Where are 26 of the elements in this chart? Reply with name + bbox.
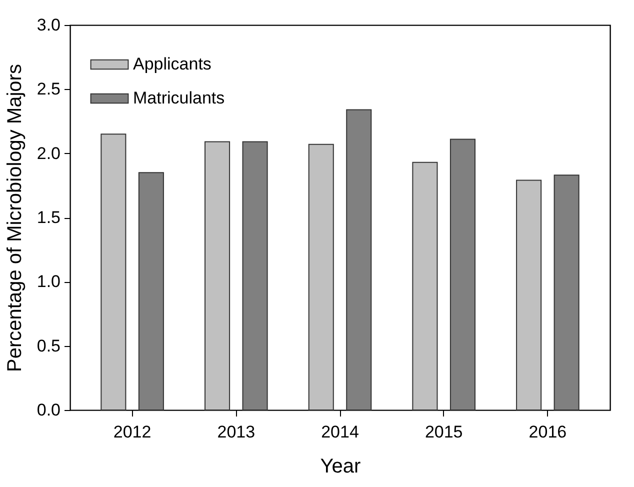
x-tick-label: 2014 [321, 422, 359, 442]
y-tick-label: 0.5 [36, 336, 60, 356]
y-tick-label: 1.5 [36, 208, 60, 227]
bar [100, 134, 126, 410]
y-tick-label: 2.5 [36, 80, 60, 99]
legend-label: Applicants [133, 54, 212, 74]
bar [516, 180, 542, 410]
bar [412, 162, 438, 410]
x-tick-label: 2012 [113, 422, 152, 442]
y-tick-label: 3.0 [36, 16, 60, 34]
x-tick-label: 2013 [217, 422, 256, 442]
bar [346, 109, 372, 410]
x-tick-label: 2016 [528, 422, 567, 442]
y-tick-label: 0.0 [36, 400, 60, 420]
y-axis-title: Percentage of Microbiology Majors [4, 64, 26, 372]
bar [204, 141, 230, 410]
x-tick-label: 2015 [424, 422, 463, 442]
y-tick-label: 2.0 [36, 144, 60, 163]
bar [138, 172, 164, 410]
y-tick-label: 1.0 [36, 272, 60, 292]
bar [242, 141, 268, 410]
bar [554, 174, 580, 410]
x-axis-title: Year [320, 456, 362, 478]
bar [450, 138, 476, 410]
bar [308, 144, 334, 410]
legend-label: Matriculants [133, 88, 225, 108]
